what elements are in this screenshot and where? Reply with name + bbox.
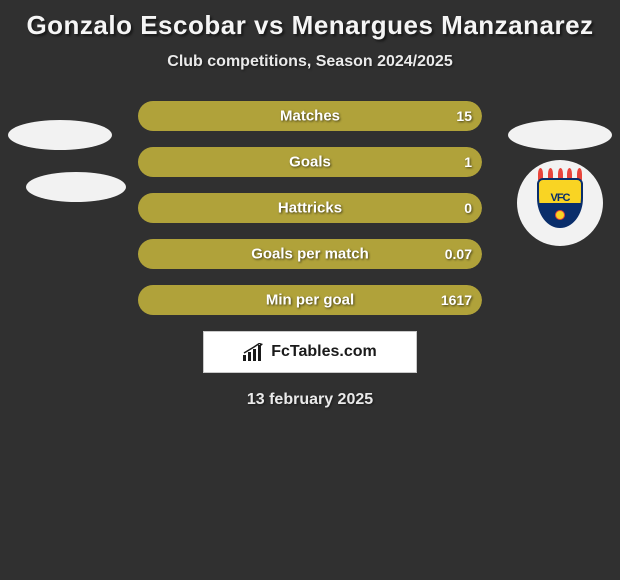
brand-label: FcTables.com xyxy=(271,343,377,361)
stat-label: Goals per match xyxy=(138,246,482,263)
stat-value-right: 15 xyxy=(456,108,472,124)
subtitle: Club competitions, Season 2024/2025 xyxy=(0,53,620,71)
page-title: Gonzalo Escobar vs Menargues Manzanarez xyxy=(0,0,620,47)
stats-area: Matches15 Goals1 Hattricks0 Goals per match… xyxy=(0,101,620,315)
stat-label: Min per goal xyxy=(138,292,482,309)
date-label: 13 february 2025 xyxy=(0,391,620,409)
stat-label: Goals xyxy=(138,154,482,171)
stat-value-right: 1 xyxy=(464,154,472,170)
stat-value-right: 0 xyxy=(464,200,472,216)
stat-value-right: 1617 xyxy=(441,292,472,308)
stat-label: Hattricks xyxy=(138,200,482,217)
stat-row: Matches15 xyxy=(138,101,482,131)
stat-row: Goals1 xyxy=(138,147,482,177)
stat-label: Matches xyxy=(138,108,482,125)
brand-box: FcTables.com xyxy=(203,331,417,373)
stat-row: Min per goal1617 xyxy=(138,285,482,315)
stat-row: Hattricks0 xyxy=(138,193,482,223)
brand-chart-icon xyxy=(243,343,265,361)
stat-value-right: 0.07 xyxy=(445,246,472,262)
stat-row: Goals per match0.07 xyxy=(138,239,482,269)
